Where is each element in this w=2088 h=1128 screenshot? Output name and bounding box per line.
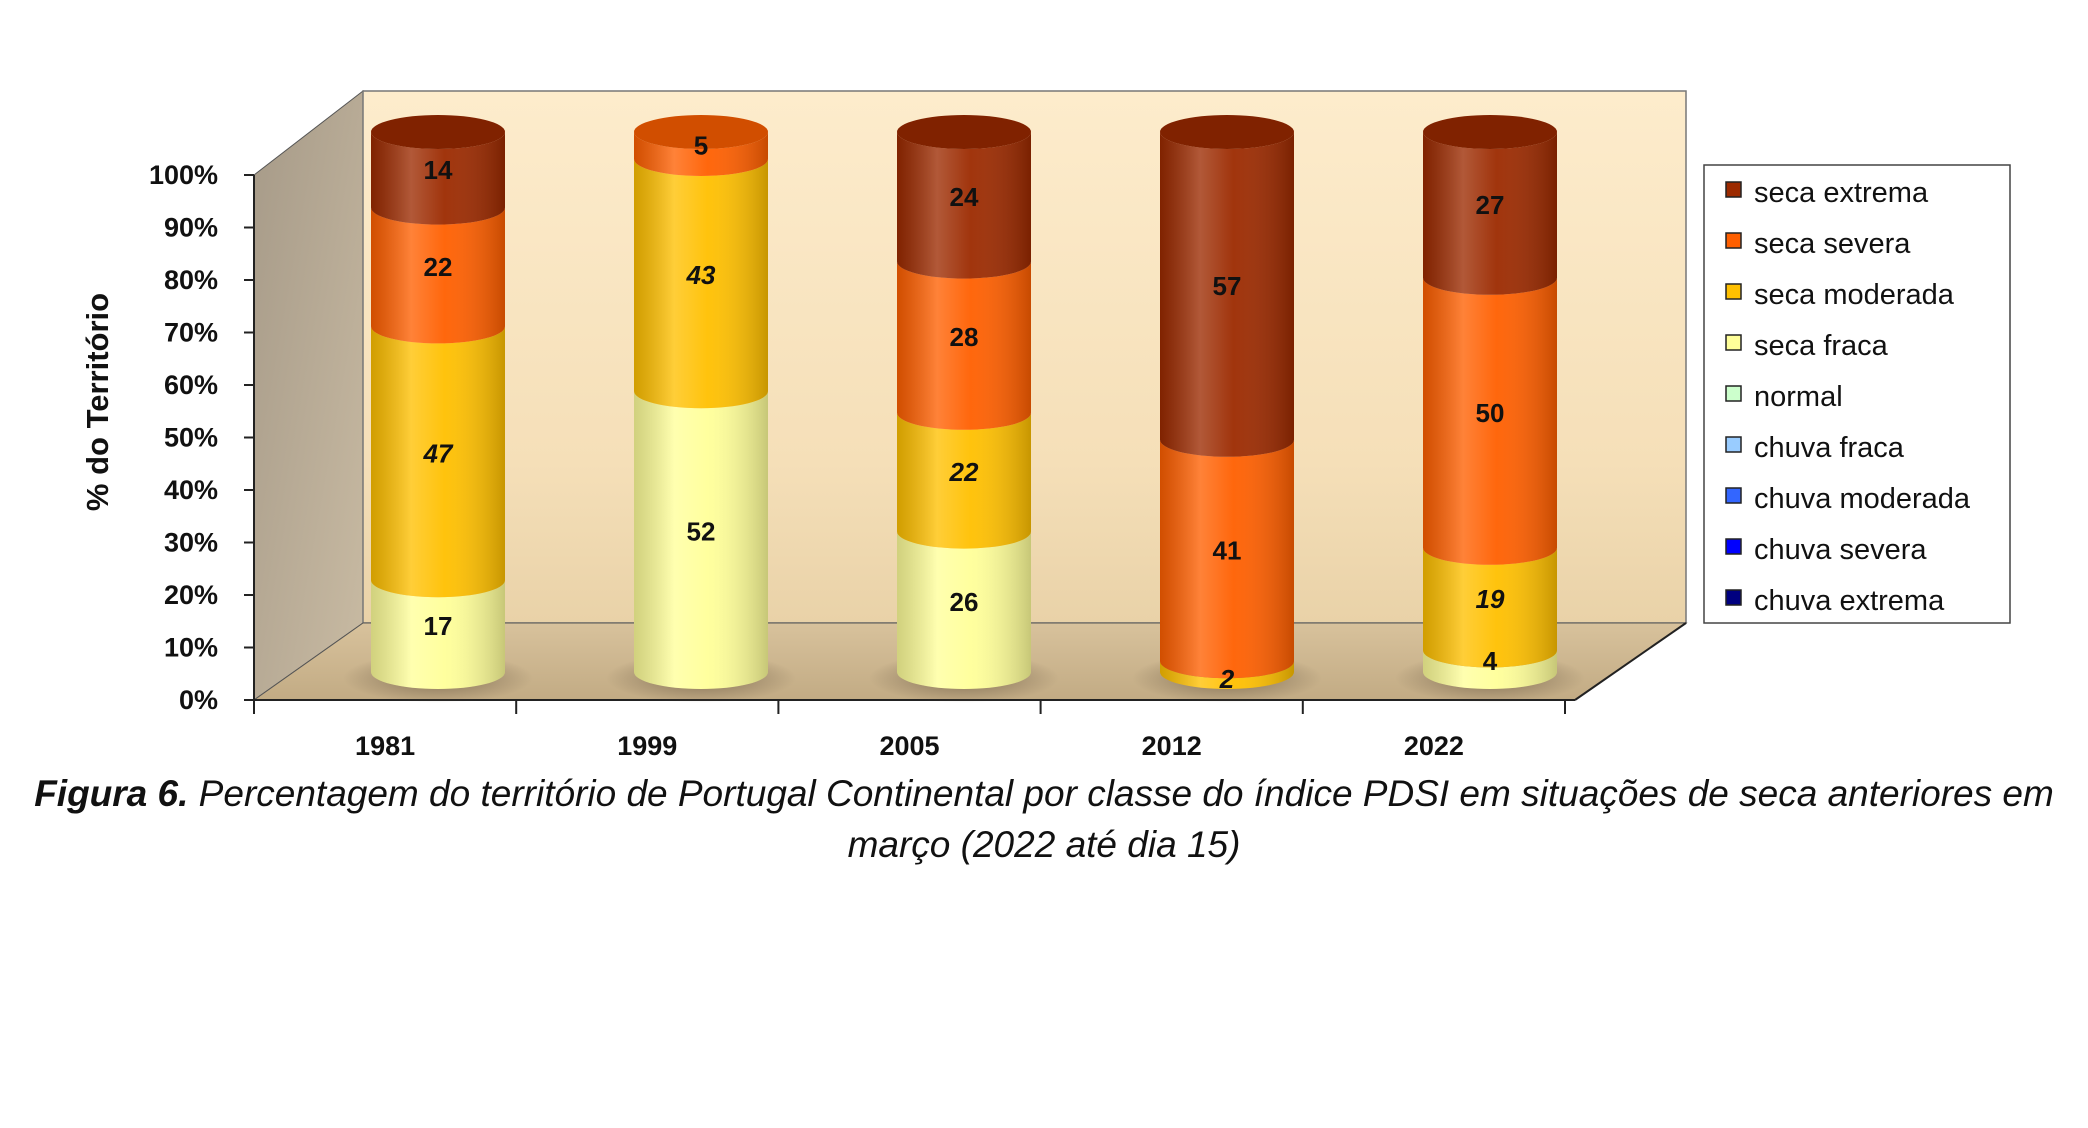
y-tick-label: 60% [164, 370, 218, 400]
x-axis-ticks: 1981 1999 2005 2012 2022 [253, 700, 1566, 761]
bar-segment-shading [1423, 132, 1557, 295]
data-label: 24 [950, 182, 979, 212]
caption-text: Percentagem do território de Portugal Co… [188, 773, 2054, 865]
data-label: 50 [1476, 398, 1505, 428]
bar-segment-shading [897, 531, 1031, 689]
side-wall [253, 89, 364, 701]
bar-top-cap [1160, 115, 1294, 149]
bar-top-cap [1423, 115, 1557, 149]
legend-label: chuva fraca [1754, 432, 1905, 464]
y-axis-label: % do Território [80, 293, 115, 511]
legend-swatch [1725, 283, 1742, 300]
data-label: 22 [424, 252, 453, 282]
data-label: 47 [423, 438, 454, 468]
legend-label: chuva extrema [1754, 585, 1945, 617]
bar-2022: 4 19 50 27 [1395, 115, 1585, 703]
bar-1999: 52 43 5 [606, 115, 796, 703]
y-tick-label: 30% [164, 528, 218, 558]
legend-swatch [1725, 436, 1742, 453]
data-label: 19 [1476, 584, 1505, 614]
y-tick-label: 100% [149, 160, 218, 190]
x-tick-label: 2022 [1404, 731, 1464, 761]
legend: seca extrema seca severa seca moderada seca… [1703, 164, 2011, 624]
bar-segment-shading [1160, 132, 1294, 457]
legend-box [1703, 164, 2011, 624]
bar-2005: 26 22 28 24 [869, 115, 1059, 703]
bar-segment-shading [371, 207, 505, 344]
data-label: 14 [424, 155, 453, 185]
legend-swatch [1725, 589, 1742, 606]
data-label: 57 [1213, 271, 1242, 301]
y-tick-label: 90% [164, 213, 218, 243]
bar-segment-shading [1423, 650, 1557, 689]
bar-segment-shading [1160, 439, 1294, 679]
y-tick-label: 40% [164, 475, 218, 505]
data-label: 22 [949, 457, 979, 487]
legend-swatch [1725, 181, 1742, 198]
bar-top-cap [897, 115, 1031, 149]
legend-swatch [1725, 487, 1742, 504]
data-label: 28 [950, 322, 979, 352]
data-label: 4 [1483, 646, 1498, 676]
bar-segment-shading [897, 132, 1031, 279]
bar-top-cap [371, 115, 505, 149]
bar-segment-shading [371, 132, 505, 225]
data-label: 17 [424, 611, 453, 641]
data-label: 5 [694, 131, 708, 161]
bar-1981: 17 47 22 14 [343, 115, 533, 703]
legend-swatch [1725, 538, 1742, 555]
y-tick-label: 20% [164, 580, 218, 610]
legend-label: seca severa [1754, 228, 1911, 260]
y-tick-label: 0% [179, 685, 218, 715]
legend-swatch [1725, 385, 1742, 402]
bar-top-cap [634, 115, 768, 149]
legend-swatch [1725, 232, 1742, 249]
y-tick-label: 80% [164, 265, 218, 295]
legend-label: seca extrema [1754, 177, 1929, 209]
y-tick-label: 10% [164, 633, 218, 663]
legend-label: normal [1754, 381, 1843, 413]
caption-lead: Figura 6. [34, 773, 189, 814]
bars: 17 47 22 14 52 43 5 26 22 28 24 2 41 57 4 19 50 27 [343, 115, 1585, 703]
x-tick-label: 2005 [879, 731, 939, 761]
data-label: 43 [686, 260, 716, 290]
bar-segment-shading [1423, 547, 1557, 668]
bar-segment-shading [634, 159, 768, 409]
data-label: 2 [1219, 664, 1235, 694]
bar-segment-shading [1423, 277, 1557, 565]
legend-swatch [1725, 334, 1742, 351]
bar-segment-shading [371, 326, 505, 598]
legend-label: chuva severa [1754, 534, 1927, 566]
data-label: 27 [1476, 190, 1505, 220]
bar-segment-shading [897, 261, 1031, 430]
data-label: 52 [687, 517, 716, 547]
data-label: 26 [950, 587, 979, 617]
legend-label: seca fraca [1754, 330, 1889, 362]
figure-caption: Figura 6. Percentagem do território de P… [0, 768, 2088, 870]
x-tick-label: 1981 [355, 731, 415, 761]
y-axis-ticks: 0% 10% 20% 30% 40% 50% 60% 70% 80% 90% 100% [149, 160, 254, 715]
bar-segment-shading [371, 580, 505, 689]
legend-label: chuva moderada [1754, 483, 1971, 515]
x-tick-label: 2012 [1142, 731, 1202, 761]
bar-segment-shading [897, 412, 1031, 549]
y-tick-label: 70% [164, 318, 218, 348]
bar-segment-shading [634, 391, 768, 689]
floor-right-edge [1574, 622, 1687, 701]
bar-segment-shading [634, 132, 768, 176]
bar-segment-shading [1160, 661, 1294, 689]
y-tick-label: 50% [164, 423, 218, 453]
x-tick-label: 1999 [617, 731, 677, 761]
bar-2012: 2 41 57 [1132, 115, 1322, 703]
data-label: 41 [1213, 536, 1242, 566]
legend-label: seca moderada [1754, 279, 1955, 311]
